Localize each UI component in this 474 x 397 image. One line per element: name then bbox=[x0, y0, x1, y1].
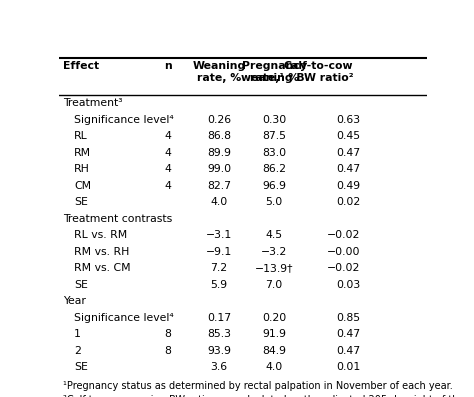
Text: 0.30: 0.30 bbox=[262, 115, 286, 125]
Text: 1: 1 bbox=[74, 329, 81, 339]
Text: 5.0: 5.0 bbox=[265, 197, 283, 207]
Text: RL vs. RM: RL vs. RM bbox=[74, 230, 127, 240]
Text: 3.6: 3.6 bbox=[210, 362, 228, 372]
Text: −13.9†: −13.9† bbox=[255, 263, 293, 273]
Text: 4: 4 bbox=[164, 131, 171, 141]
Text: 4: 4 bbox=[164, 164, 171, 174]
Text: 0.49: 0.49 bbox=[337, 181, 360, 191]
Text: 8: 8 bbox=[164, 346, 171, 356]
Text: 0.26: 0.26 bbox=[207, 115, 231, 125]
Text: 86.2: 86.2 bbox=[262, 164, 286, 174]
Text: RM vs. CM: RM vs. CM bbox=[74, 263, 130, 273]
Text: 91.9: 91.9 bbox=[262, 329, 286, 339]
Text: 8: 8 bbox=[164, 329, 171, 339]
Text: 0.17: 0.17 bbox=[207, 313, 231, 323]
Text: 84.9: 84.9 bbox=[262, 346, 286, 356]
Text: 85.3: 85.3 bbox=[207, 329, 231, 339]
Text: Year: Year bbox=[63, 296, 86, 306]
Text: Significance level⁴: Significance level⁴ bbox=[74, 115, 173, 125]
Text: 4.5: 4.5 bbox=[265, 230, 283, 240]
Text: −9.1: −9.1 bbox=[206, 247, 232, 256]
Text: 0.47: 0.47 bbox=[337, 148, 360, 158]
Text: 0.45: 0.45 bbox=[337, 131, 360, 141]
Text: RH: RH bbox=[74, 164, 90, 174]
Text: 7.2: 7.2 bbox=[210, 263, 228, 273]
Text: 0.47: 0.47 bbox=[337, 329, 360, 339]
Text: 2: 2 bbox=[74, 346, 81, 356]
Text: 0.85: 0.85 bbox=[337, 313, 360, 323]
Text: 0.63: 0.63 bbox=[337, 115, 360, 125]
Text: RL: RL bbox=[74, 131, 88, 141]
Text: RM: RM bbox=[74, 148, 91, 158]
Text: CM: CM bbox=[74, 181, 91, 191]
Text: −3.1: −3.1 bbox=[206, 230, 232, 240]
Text: SE: SE bbox=[74, 362, 88, 372]
Text: 0.47: 0.47 bbox=[337, 346, 360, 356]
Text: 86.8: 86.8 bbox=[207, 131, 231, 141]
Text: 0.03: 0.03 bbox=[336, 279, 360, 290]
Text: 4.0: 4.0 bbox=[210, 197, 228, 207]
Text: 93.9: 93.9 bbox=[207, 346, 231, 356]
Text: 99.0: 99.0 bbox=[207, 164, 231, 174]
Text: 4.0: 4.0 bbox=[265, 362, 283, 372]
Text: SE: SE bbox=[74, 197, 88, 207]
Text: RM vs. RH: RM vs. RH bbox=[74, 247, 129, 256]
Text: ²Calf-to-cow weaning BW ratio was calculated as the adjusted 205-d weight of the: ²Calf-to-cow weaning BW ratio was calcul… bbox=[63, 395, 465, 397]
Text: Calf-to-cow
weaning BW ratio²: Calf-to-cow weaning BW ratio² bbox=[240, 62, 353, 83]
Text: −0.02: −0.02 bbox=[327, 263, 360, 273]
Text: 0.01: 0.01 bbox=[336, 362, 360, 372]
Text: 87.5: 87.5 bbox=[262, 131, 286, 141]
Text: SE: SE bbox=[74, 279, 88, 290]
Text: −3.2: −3.2 bbox=[261, 247, 287, 256]
Text: Treatment³: Treatment³ bbox=[63, 98, 122, 108]
Text: 7.0: 7.0 bbox=[265, 279, 283, 290]
Text: 89.9: 89.9 bbox=[207, 148, 231, 158]
Text: −0.02: −0.02 bbox=[327, 230, 360, 240]
Text: Significance level⁴: Significance level⁴ bbox=[74, 313, 173, 323]
Text: Treatment contrasts: Treatment contrasts bbox=[63, 214, 172, 224]
Text: 5.9: 5.9 bbox=[210, 279, 228, 290]
Text: n: n bbox=[164, 62, 172, 71]
Text: Effect: Effect bbox=[63, 62, 99, 71]
Text: 82.7: 82.7 bbox=[207, 181, 231, 191]
Text: 83.0: 83.0 bbox=[262, 148, 286, 158]
Text: ¹Pregnancy status as determined by rectal palpation in November of each year.: ¹Pregnancy status as determined by recta… bbox=[63, 381, 453, 391]
Text: 0.02: 0.02 bbox=[336, 197, 360, 207]
Text: 4: 4 bbox=[164, 181, 171, 191]
Text: 96.9: 96.9 bbox=[262, 181, 286, 191]
Text: 0.20: 0.20 bbox=[262, 313, 286, 323]
Text: Pregnancy
rate,¹ %: Pregnancy rate,¹ % bbox=[242, 62, 307, 83]
Text: 4: 4 bbox=[164, 148, 171, 158]
Text: −0.00: −0.00 bbox=[327, 247, 360, 256]
Text: Weaning
rate, %: Weaning rate, % bbox=[192, 62, 246, 83]
Text: 0.47: 0.47 bbox=[337, 164, 360, 174]
